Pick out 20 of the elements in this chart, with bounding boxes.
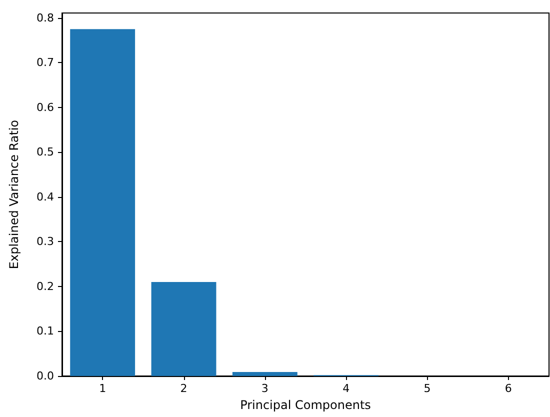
y-tick-label: 0.1 <box>36 324 54 338</box>
y-tick-label: 0.5 <box>36 146 54 159</box>
y-tick-label: 0.7 <box>36 56 54 70</box>
x-tick-label: 1 <box>99 382 106 395</box>
x-tick-label: 2 <box>180 382 188 395</box>
y-tick-label: 0.4 <box>36 190 54 204</box>
x-tick-label: 4 <box>342 382 350 395</box>
x-tick-label: 6 <box>504 382 512 395</box>
bar <box>232 372 298 376</box>
y-tick-label: 0.0 <box>36 370 54 382</box>
y-tick-label: 0.6 <box>36 100 54 114</box>
x-tick-label: 3 <box>261 382 268 395</box>
y-tick-label: 0.2 <box>36 280 54 293</box>
y-tick-label: 0.3 <box>36 235 54 248</box>
x-axis-title: Principal Components <box>240 398 371 412</box>
bar <box>151 282 216 376</box>
y-tick-label: 0.8 <box>36 11 54 24</box>
x-tick-label: 5 <box>424 382 431 395</box>
y-axis-title: Explained Variance Ratio <box>7 120 21 270</box>
bar <box>70 29 136 376</box>
